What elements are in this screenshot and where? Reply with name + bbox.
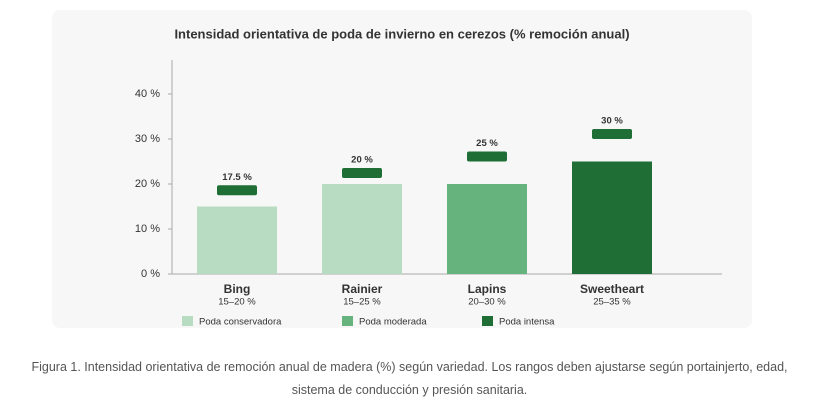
caption-line: Figura 1. Intensidad orientativa de remo… bbox=[31, 360, 788, 374]
y-tick-label: 10 % bbox=[135, 223, 160, 235]
value-label: 17.5 % bbox=[222, 172, 252, 183]
chart: Intensidad orientativa de poda de invier… bbox=[135, 26, 722, 328]
bar bbox=[447, 184, 527, 274]
category-note: 25–35 % bbox=[593, 297, 631, 308]
category-note: 15–20 % bbox=[218, 297, 256, 308]
bar bbox=[197, 206, 277, 274]
y-tick-label: 20 % bbox=[135, 178, 160, 190]
legend-label: Poda conservadora bbox=[199, 317, 282, 328]
value-label: 30 % bbox=[601, 116, 623, 127]
bar bbox=[572, 161, 652, 274]
bar bbox=[322, 184, 402, 274]
value-label: 25 % bbox=[476, 138, 498, 149]
chart-title: Intensidad orientativa de poda de invier… bbox=[174, 26, 629, 41]
legend-label: Poda moderada bbox=[359, 317, 427, 328]
caption: Figura 1. Intensidad orientativa de remo… bbox=[0, 356, 819, 402]
caption-line: sistema de conducción y presión sanitari… bbox=[291, 383, 528, 397]
y-tick-label: 0 % bbox=[141, 268, 160, 280]
y-tick-label: 30 % bbox=[135, 133, 160, 145]
legend-swatch bbox=[342, 316, 353, 326]
legend-swatch bbox=[482, 316, 493, 326]
y-tick-label: 40 % bbox=[135, 88, 160, 100]
marker bbox=[592, 129, 632, 139]
marker bbox=[217, 185, 257, 196]
category-note: 20–30 % bbox=[468, 297, 506, 308]
x-tick-label: Lapins bbox=[468, 282, 507, 296]
legend-label: Poda intensa bbox=[499, 317, 555, 328]
marker bbox=[467, 151, 507, 162]
x-tick-label: Bing bbox=[224, 282, 251, 296]
marker bbox=[342, 168, 382, 178]
legend-swatch bbox=[182, 316, 193, 326]
x-tick-label: Rainier bbox=[342, 282, 383, 296]
value-label: 20 % bbox=[351, 155, 373, 166]
x-tick-label: Sweetheart bbox=[580, 282, 644, 296]
category-note: 15–25 % bbox=[343, 297, 381, 308]
